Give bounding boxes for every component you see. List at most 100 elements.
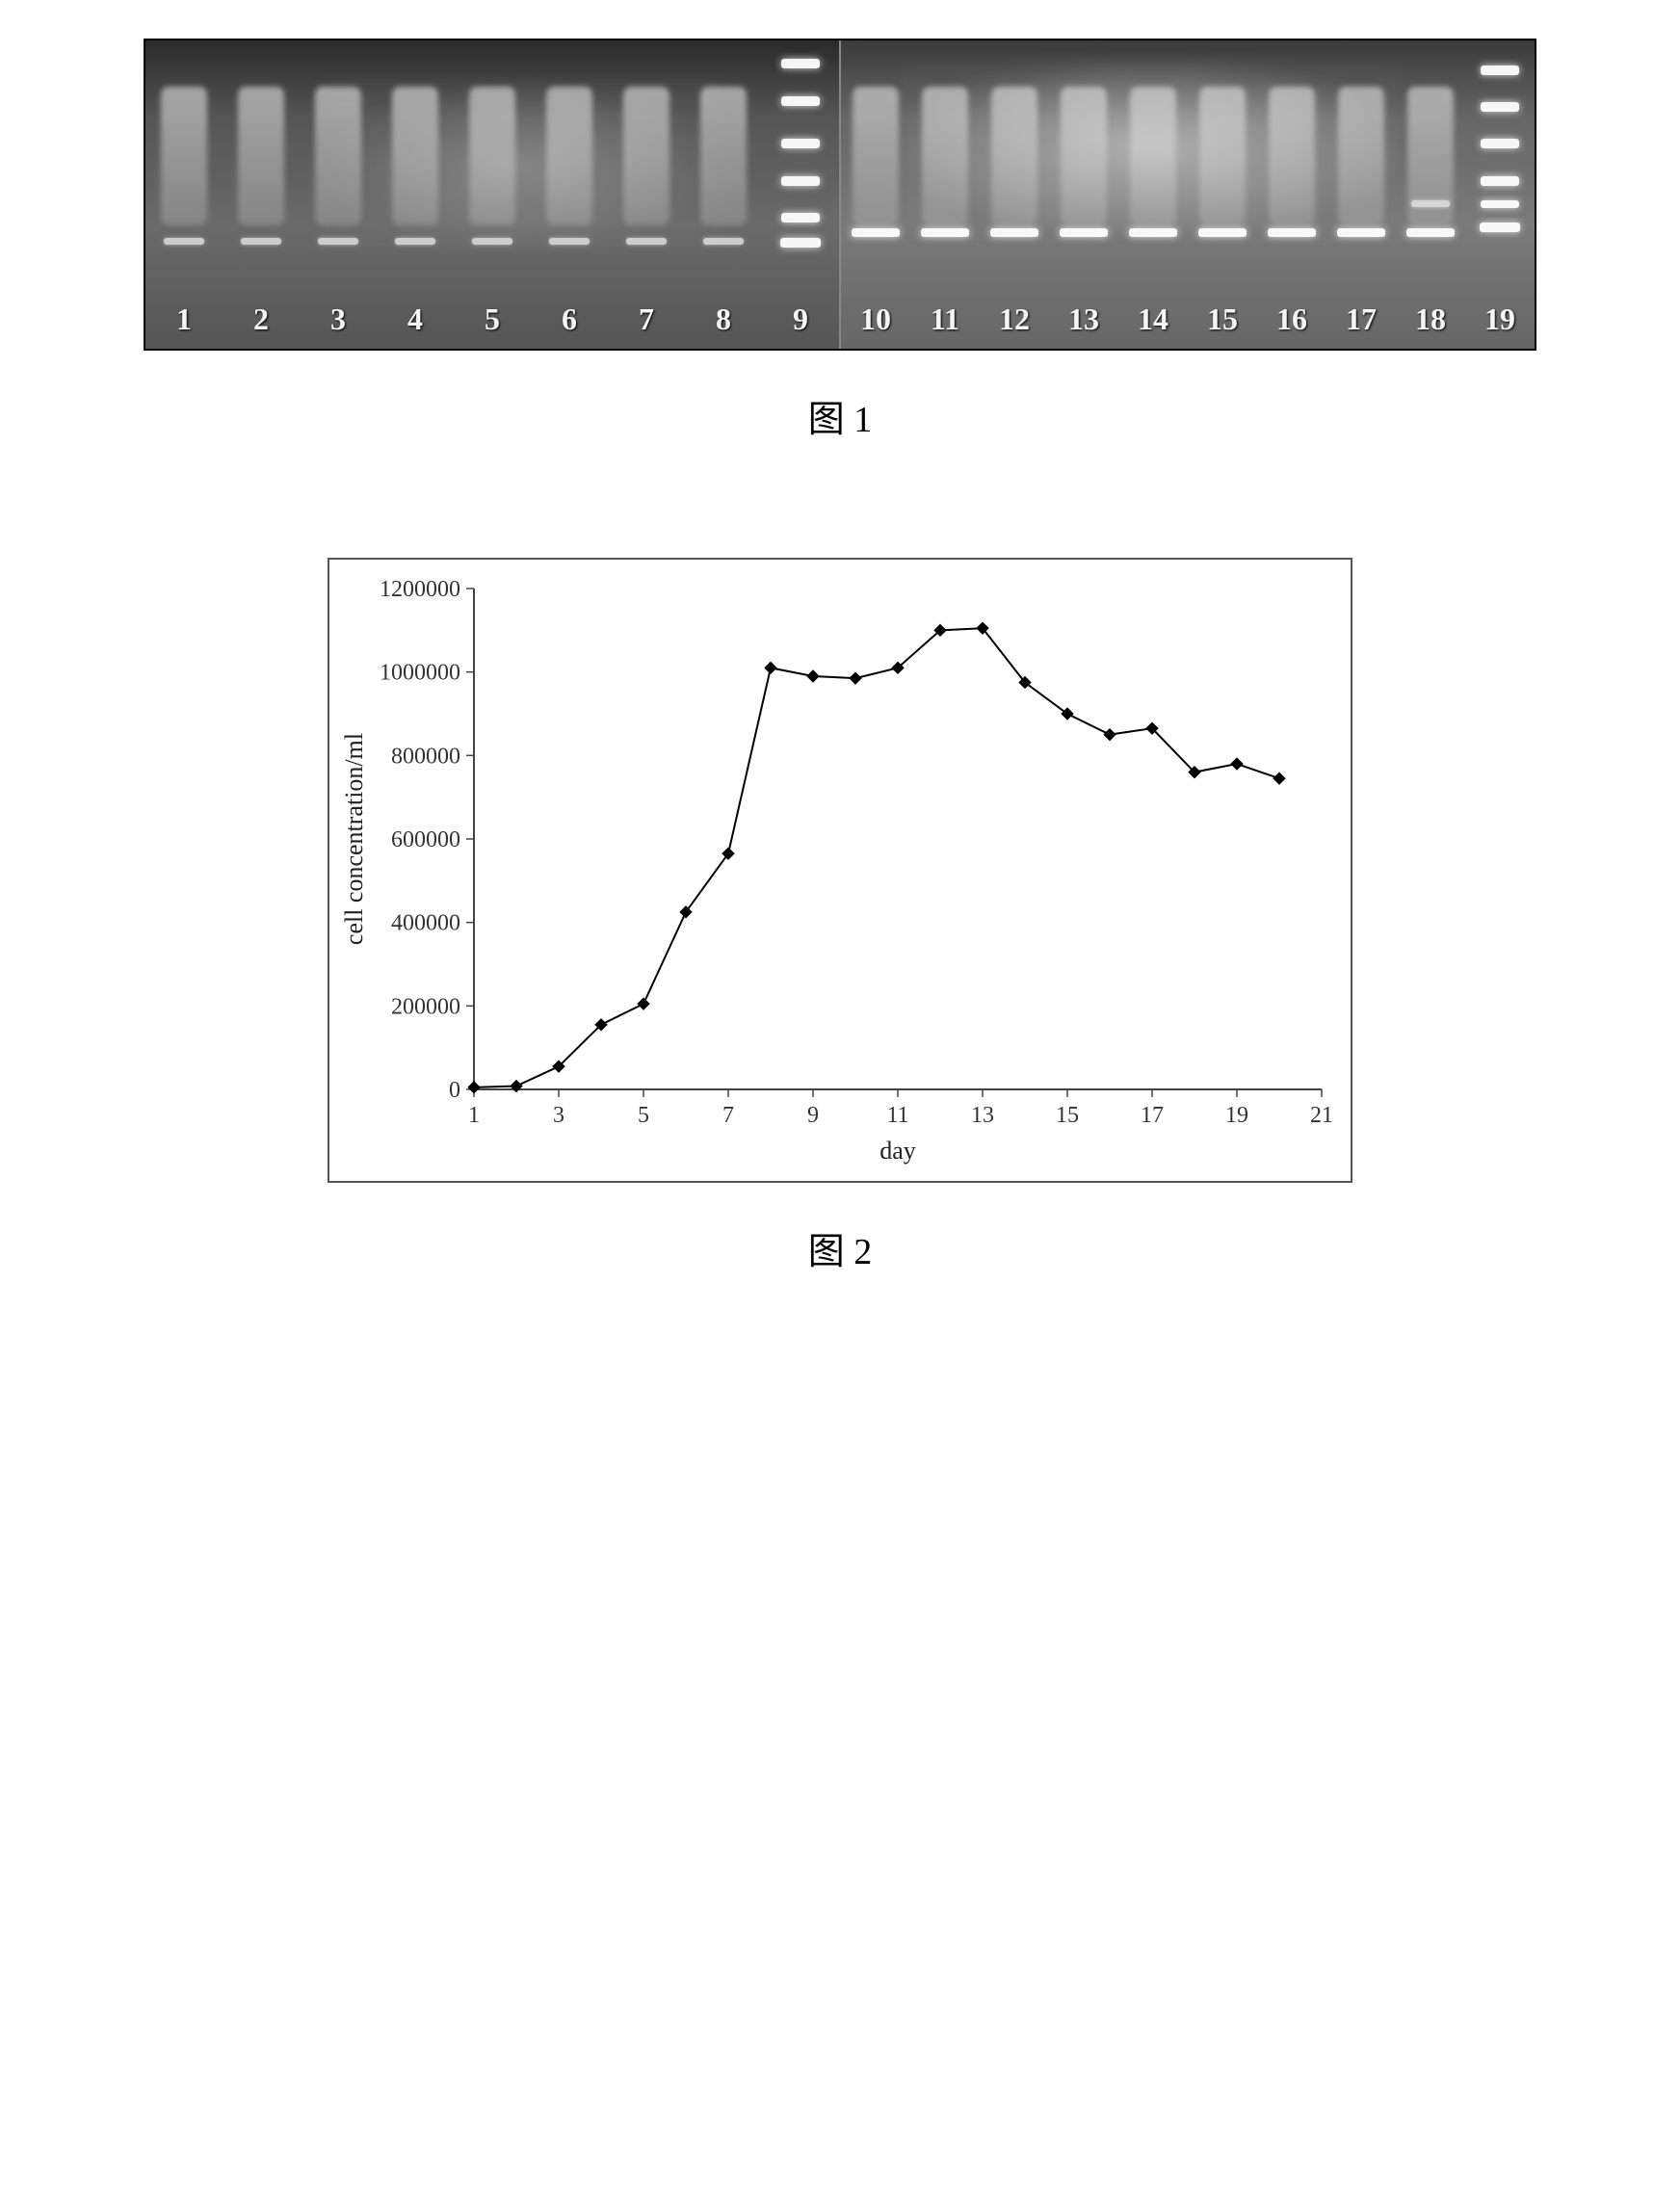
lane-number: 1	[176, 301, 192, 337]
svg-text:13: 13	[971, 1103, 994, 1128]
lane-smear	[392, 87, 438, 225]
sample-band	[241, 238, 281, 245]
sample-band	[395, 238, 435, 245]
svg-text:cell concentration/ml: cell concentration/ml	[340, 733, 368, 945]
ladder-band	[1481, 139, 1519, 148]
lane-number: 14	[1138, 301, 1168, 337]
gel-lane: 6	[531, 40, 608, 349]
svg-text:5: 5	[638, 1103, 649, 1128]
lane-number: 2	[253, 301, 269, 337]
lane-smear	[161, 87, 207, 225]
sample-band	[1129, 228, 1177, 237]
lane-smear	[1199, 87, 1246, 225]
ladder-band	[1480, 223, 1520, 232]
gel-lane: 9	[762, 40, 839, 349]
svg-text:15: 15	[1056, 1103, 1079, 1128]
sample-band	[1268, 228, 1316, 237]
lane-smear	[853, 87, 899, 225]
sample-band	[1337, 228, 1385, 237]
svg-text:19: 19	[1225, 1103, 1248, 1128]
lane-number: 19	[1484, 301, 1515, 337]
lane-smear	[922, 87, 968, 225]
chart-svg: 0200000400000600000800000100000012000001…	[329, 560, 1351, 1176]
lane-smear	[1338, 87, 1384, 225]
lane-number: 4	[407, 301, 423, 337]
sample-band	[164, 238, 204, 245]
gel-lane: 14	[1118, 40, 1188, 349]
ladder-band	[781, 213, 820, 223]
gel-lane: 13	[1049, 40, 1118, 349]
ladder-band	[1481, 176, 1519, 186]
svg-text:1000000: 1000000	[380, 661, 460, 686]
ladder-band	[780, 238, 821, 248]
lane-number: 9	[793, 301, 808, 337]
figure2-caption: 图 2	[21, 1221, 1659, 1274]
ladder-band	[781, 59, 820, 68]
gel-lane: 16	[1257, 40, 1326, 349]
gel-image: 123456789 10111213141516171819	[144, 39, 1536, 351]
lane-number: 11	[931, 301, 959, 337]
ladder-band	[781, 139, 820, 148]
gel-lane: 12	[980, 40, 1049, 349]
ladder-band	[781, 96, 820, 106]
svg-text:17: 17	[1141, 1103, 1164, 1128]
gel-figure: 123456789 10111213141516171819 ◄250bp◄10…	[21, 39, 1659, 351]
lane-number: 6	[562, 301, 577, 337]
lane-number: 15	[1207, 301, 1238, 337]
sample-band	[1060, 228, 1108, 237]
lane-smear	[991, 87, 1037, 225]
gel-lane: 10	[841, 40, 910, 349]
chart-figure: 0200000400000600000800000100000012000001…	[21, 558, 1659, 1183]
sample-band	[852, 228, 900, 237]
svg-text:11: 11	[886, 1103, 908, 1128]
gel-lane: 19	[1465, 40, 1535, 349]
gel-lane: 3	[300, 40, 377, 349]
svg-text:0: 0	[449, 1078, 460, 1103]
svg-text:400000: 400000	[391, 911, 460, 936]
lane-smear	[700, 87, 747, 225]
gel-right-panel: 10 11 12 13 14 15 16 17 18 19	[839, 40, 1535, 349]
gel-lane: 2	[223, 40, 300, 349]
gel-lane: 18	[1396, 40, 1465, 349]
svg-text:7: 7	[722, 1103, 734, 1128]
gel-lane: 11	[910, 40, 980, 349]
sample-band	[472, 238, 512, 245]
sample-band	[1406, 228, 1455, 237]
lane-number: 5	[485, 301, 500, 337]
sample-band	[1198, 228, 1247, 237]
lane-smear	[1061, 87, 1107, 225]
ladder-band	[781, 176, 820, 186]
lane-smear	[238, 87, 284, 225]
ladder-band	[1481, 102, 1519, 112]
gel-left-panel: 1 2 3 4 5 6789	[145, 40, 839, 349]
sample-band	[703, 238, 744, 245]
lane-number: 3	[330, 301, 346, 337]
gel-lane: 17	[1326, 40, 1396, 349]
gel-lane: 8	[685, 40, 762, 349]
lane-number: 18	[1415, 301, 1446, 337]
lane-smear	[546, 87, 592, 225]
gel-lane: 4	[377, 40, 454, 349]
sample-band	[626, 238, 667, 245]
gel-lane: 5	[454, 40, 531, 349]
extra-band	[1411, 200, 1450, 207]
svg-text:9: 9	[807, 1103, 819, 1128]
svg-text:3: 3	[553, 1103, 564, 1128]
lane-number: 12	[999, 301, 1030, 337]
gel-lane: 15	[1188, 40, 1257, 349]
lane-smear	[469, 87, 515, 225]
sample-band	[990, 228, 1038, 237]
svg-text:800000: 800000	[391, 744, 460, 769]
svg-text:1: 1	[468, 1103, 480, 1128]
growth-chart: 0200000400000600000800000100000012000001…	[328, 558, 1352, 1183]
svg-text:21: 21	[1310, 1103, 1333, 1128]
lane-smear	[1130, 87, 1176, 225]
svg-text:200000: 200000	[391, 994, 460, 1019]
sample-band	[921, 228, 969, 237]
svg-text:day: day	[879, 1137, 916, 1165]
svg-text:600000: 600000	[391, 827, 460, 852]
lane-smear	[1269, 87, 1315, 225]
gel-lane: 7	[608, 40, 685, 349]
ladder-band	[1481, 65, 1519, 75]
lane-number: 16	[1276, 301, 1307, 337]
